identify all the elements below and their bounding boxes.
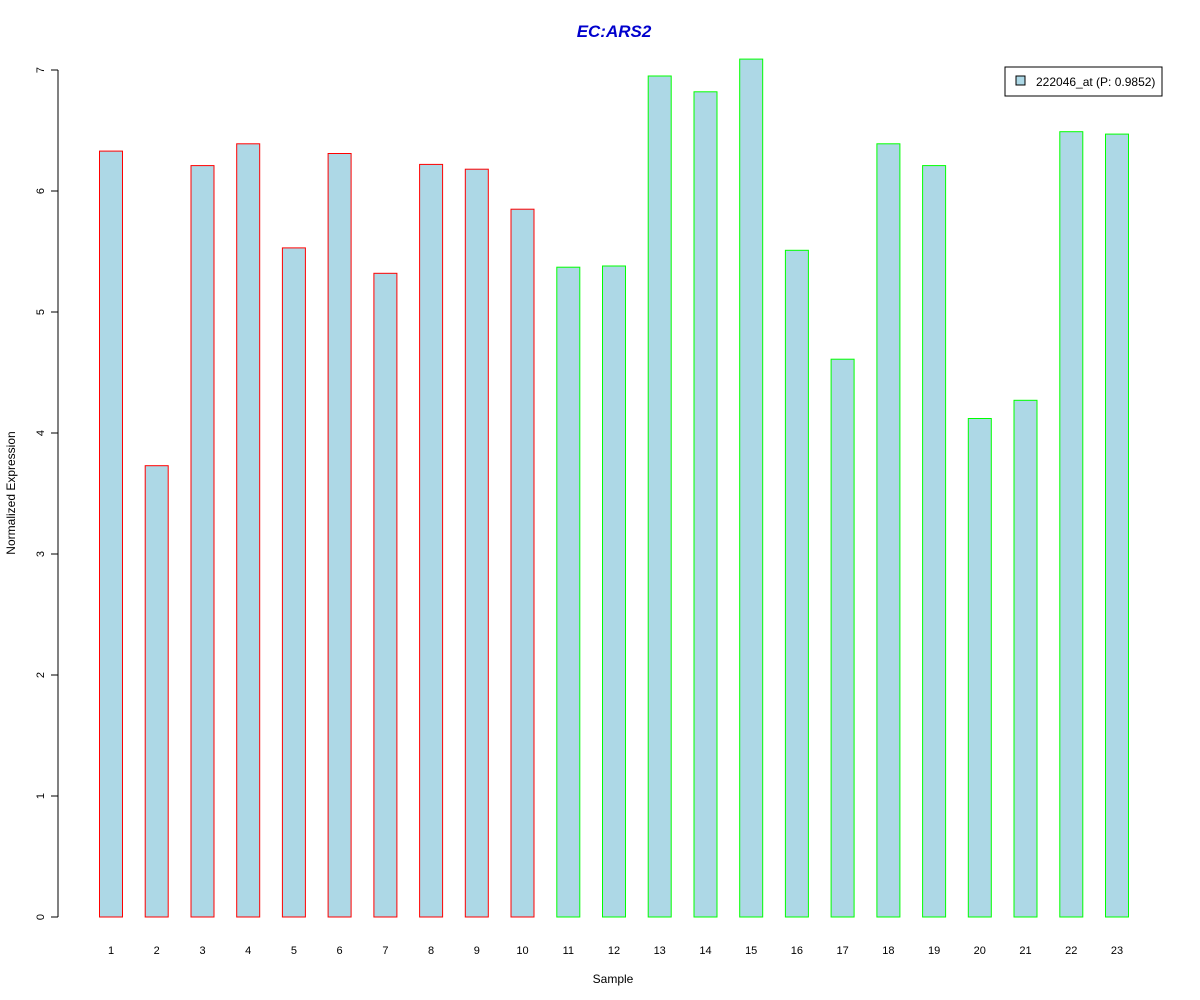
y-axis-tick-label: 7 bbox=[35, 67, 47, 73]
x-axis-tick-label: 2 bbox=[154, 945, 160, 957]
x-axis-tick-label: 20 bbox=[974, 945, 986, 957]
x-axis-tick-label: 19 bbox=[928, 945, 940, 957]
x-axis-tick-label: 9 bbox=[474, 945, 480, 957]
x-axis-tick-label: 5 bbox=[291, 945, 297, 957]
bar-sample-9 bbox=[464, 168, 489, 918]
x-axis-tick-label: 14 bbox=[699, 945, 711, 957]
x-axis-tick-label: 11 bbox=[563, 945, 574, 957]
bar-sample-14 bbox=[693, 91, 718, 918]
y-axis: 0 1 2 3 4 5 6 7 bbox=[35, 67, 59, 920]
bar-sample-6 bbox=[327, 153, 352, 918]
y-axis-tick-label: 5 bbox=[35, 309, 47, 315]
x-axis-tick-label: 16 bbox=[791, 945, 803, 957]
x-axis-tick-label: 22 bbox=[1065, 945, 1077, 957]
x-axis-tick-labels: 1 2 3 4 5 6 7 8 9 10 11 12 13 14 15 16 17 18 19 20 21 22 23 bbox=[108, 945, 1123, 957]
legend-box bbox=[1004, 66, 1163, 97]
x-axis-tick-label: 21 bbox=[1019, 945, 1031, 957]
x-axis-tick-label: 6 bbox=[337, 945, 343, 957]
x-axis-tick-label: 13 bbox=[654, 945, 666, 957]
x-axis-tick-label: 18 bbox=[882, 945, 894, 957]
bar-sample-11 bbox=[556, 266, 581, 918]
y-axis-tick-label: 1 bbox=[35, 793, 47, 799]
y-axis-tick-label: 6 bbox=[35, 188, 47, 194]
bar-sample-23 bbox=[1105, 133, 1129, 918]
x-axis-tick-label: 8 bbox=[428, 945, 434, 957]
y-axis-tick-label: 4 bbox=[35, 430, 47, 436]
bar-sample-19 bbox=[922, 165, 947, 918]
x-axis-tick-label: 12 bbox=[608, 945, 620, 957]
y-axis-tick-label: 2 bbox=[35, 672, 47, 678]
bar-sample-10 bbox=[510, 208, 535, 918]
x-axis-tick-label: 1 bbox=[108, 945, 114, 957]
x-axis-tick-label: 17 bbox=[836, 945, 848, 957]
bar-sample-5 bbox=[281, 247, 306, 918]
bar-sample-4 bbox=[236, 143, 261, 918]
bar-sample-12 bbox=[602, 265, 626, 918]
x-axis-tick-label: 3 bbox=[199, 945, 205, 957]
x-axis-tick-label: 4 bbox=[245, 945, 251, 957]
bar-sample-13 bbox=[647, 75, 672, 918]
bar-sample-16 bbox=[784, 249, 809, 918]
x-axis-tick-label: 23 bbox=[1111, 945, 1123, 957]
x-axis-tick-label: 15 bbox=[745, 945, 757, 957]
bar-sample-3 bbox=[190, 165, 215, 918]
legend-label: 222046_at (P: 0.9852) bbox=[1036, 75, 1155, 89]
bar-sample-8 bbox=[419, 163, 444, 918]
bar-sample-17 bbox=[830, 358, 855, 918]
y-axis-tick-label: 0 bbox=[35, 914, 47, 920]
chart-title: EC:ARS2 bbox=[577, 22, 652, 41]
y-axis-tick-label: 3 bbox=[35, 551, 47, 557]
bars bbox=[99, 58, 1129, 918]
bar-sample-1 bbox=[99, 150, 123, 918]
bar-sample-18 bbox=[876, 143, 901, 918]
bar-sample-15 bbox=[739, 58, 764, 918]
x-axis-title: Sample bbox=[593, 972, 634, 986]
legend-swatch bbox=[1015, 75, 1026, 86]
x-axis-tick-label: 7 bbox=[382, 945, 388, 957]
bar-sample-22 bbox=[1059, 131, 1084, 918]
bar-sample-21 bbox=[1013, 399, 1038, 918]
y-axis-title: Normalized Expression bbox=[4, 431, 18, 554]
x-axis-tick-label: 10 bbox=[516, 945, 528, 957]
bar-sample-2 bbox=[144, 465, 169, 918]
bar-sample-20 bbox=[967, 418, 992, 918]
bar-sample-7 bbox=[373, 272, 398, 918]
legend: 222046_at (P: 0.9852) bbox=[1004, 66, 1163, 97]
